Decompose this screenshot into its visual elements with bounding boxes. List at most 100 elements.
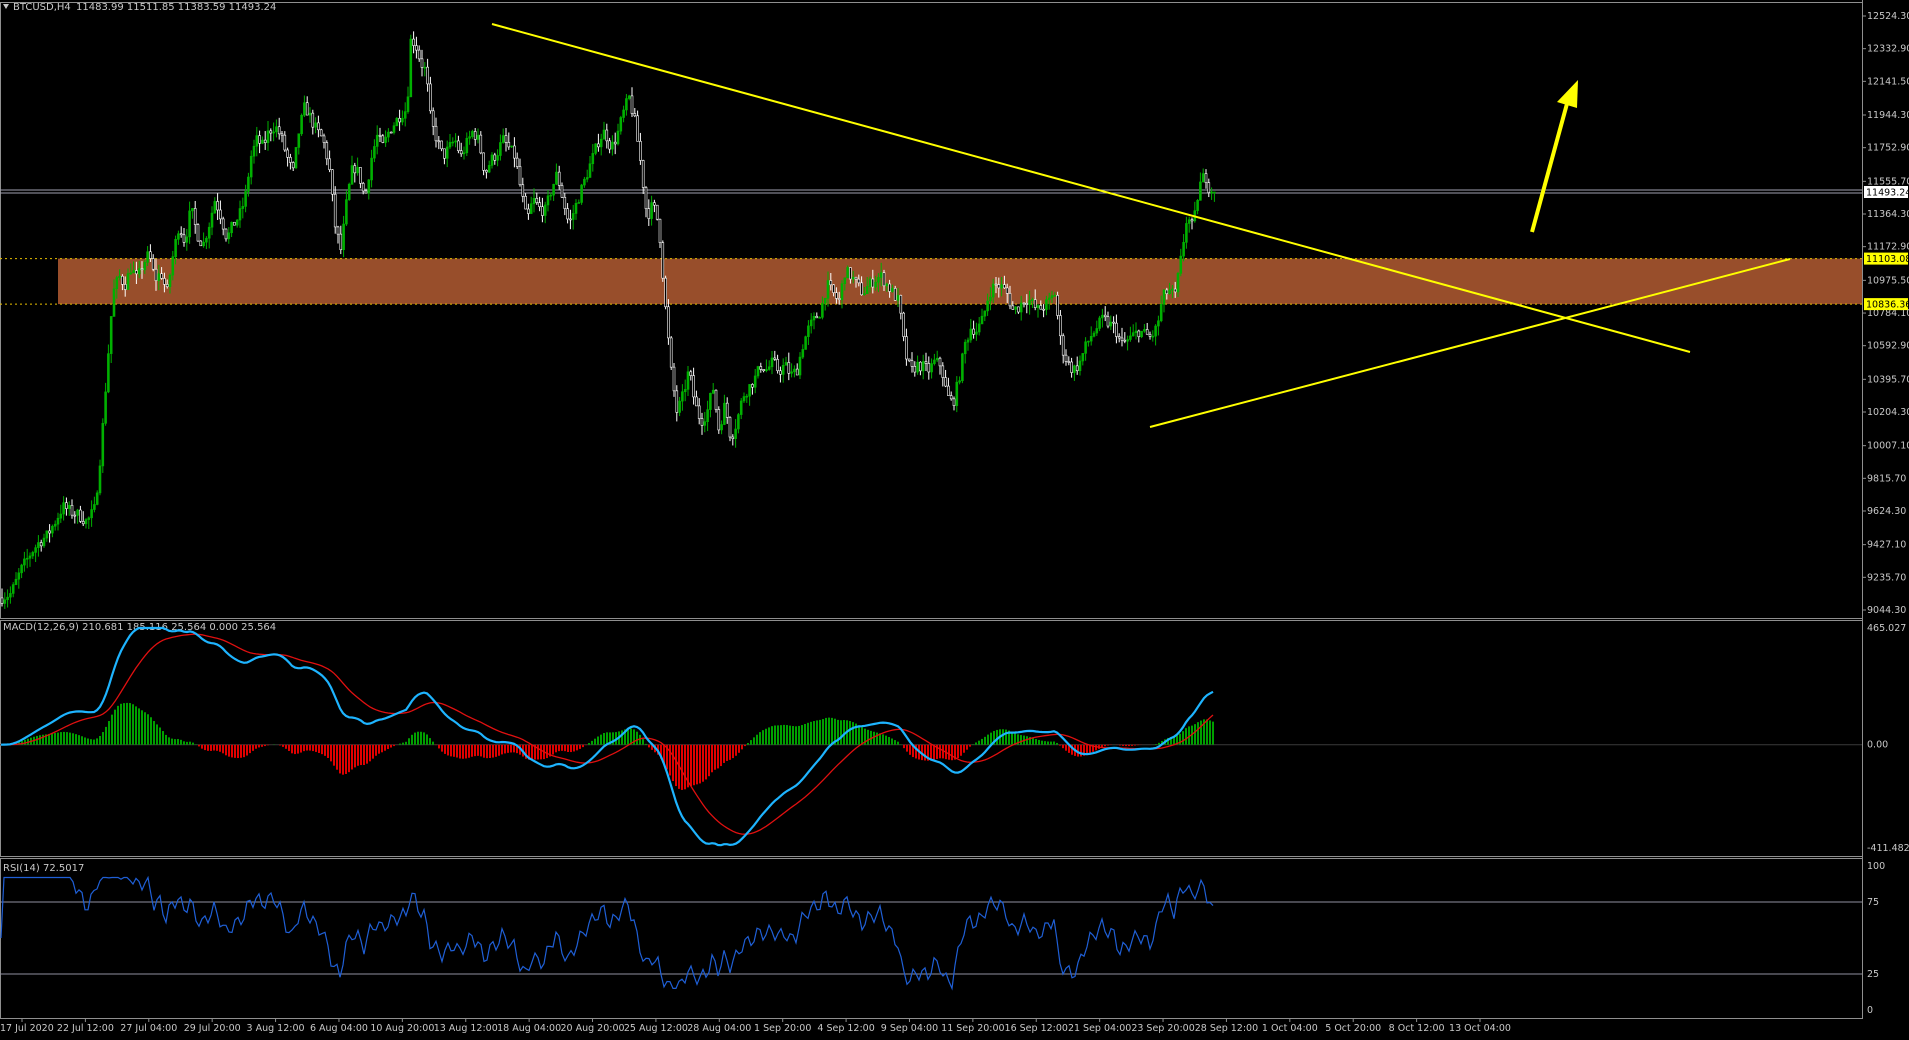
candle-body[interactable] (381, 135, 385, 143)
candle-body[interactable] (331, 169, 334, 195)
candle-body[interactable] (767, 366, 771, 370)
candle-body[interactable] (333, 193, 337, 228)
candle-body[interactable] (580, 184, 583, 203)
candle-body[interactable] (1204, 173, 1208, 183)
candle-body[interactable] (874, 281, 877, 288)
candle-body[interactable] (249, 155, 253, 178)
candle-body[interactable] (9, 593, 12, 598)
candle-body[interactable] (345, 199, 348, 225)
candle-body[interactable] (765, 369, 768, 372)
candle-body[interactable] (258, 135, 261, 144)
candle-body[interactable] (163, 278, 166, 285)
candle-body[interactable] (1173, 288, 1177, 293)
candle-body[interactable] (748, 384, 751, 397)
candle-body[interactable] (129, 272, 133, 275)
candle-body[interactable] (661, 242, 665, 279)
candle-body[interactable] (1120, 337, 1124, 341)
candle-body[interactable] (622, 109, 625, 118)
candle-body[interactable] (37, 542, 40, 548)
candle-body[interactable] (569, 218, 572, 221)
candle-body[interactable] (291, 162, 295, 169)
candle-body[interactable] (171, 256, 175, 276)
candle-body[interactable] (1210, 191, 1213, 194)
candle-body[interactable] (165, 284, 169, 287)
candle-body[interactable] (1056, 295, 1059, 316)
candle-body[interactable] (868, 278, 872, 287)
candle-body[interactable] (829, 280, 833, 286)
breakout-arrow-shaft[interactable] (1530, 99, 1570, 233)
candle-body[interactable] (146, 251, 149, 263)
candle-body[interactable] (605, 129, 609, 142)
candle-body[interactable] (373, 146, 376, 159)
candle-body[interactable] (471, 131, 474, 137)
candle-body[interactable] (23, 558, 26, 566)
candle-body[interactable] (25, 557, 29, 560)
candle-body[interactable] (409, 38, 413, 98)
candle-body[interactable] (174, 239, 177, 257)
candle-body[interactable] (185, 236, 189, 243)
candle-body[interactable] (182, 234, 186, 243)
candle-body[interactable] (6, 596, 9, 601)
candle-body[interactable] (336, 226, 340, 235)
candle-body[interactable] (1134, 330, 1138, 333)
candle-body[interactable] (384, 136, 387, 143)
candle-body[interactable] (692, 375, 695, 398)
candle-body[interactable] (1000, 284, 1003, 289)
candle-body[interactable] (1089, 336, 1093, 342)
candle-body[interactable] (437, 140, 441, 143)
candle-body[interactable] (496, 155, 499, 161)
candle-body[interactable] (714, 389, 718, 410)
candle-body[interactable] (681, 391, 684, 402)
candle-body[interactable] (619, 117, 623, 132)
candle-body[interactable] (1033, 299, 1037, 308)
candle-body[interactable] (3, 599, 7, 604)
candle-body[interactable] (1064, 354, 1068, 362)
candle-body[interactable] (493, 154, 497, 161)
candle-body[interactable] (857, 278, 861, 284)
candle-body[interactable] (955, 381, 959, 406)
candle-body[interactable] (378, 134, 382, 137)
candle-body[interactable] (846, 267, 849, 279)
candle-body[interactable] (538, 202, 541, 207)
candle-body[interactable] (149, 251, 152, 259)
candle-body[interactable] (1190, 219, 1194, 222)
candle-body[interactable] (482, 152, 485, 171)
candle-body[interactable] (415, 45, 418, 51)
candle-body[interactable] (199, 240, 203, 247)
candle-body[interactable] (781, 364, 785, 375)
candle-body[interactable] (961, 353, 964, 382)
candle-body[interactable] (935, 357, 939, 361)
candle-body[interactable] (387, 131, 390, 138)
candle-body[interactable] (776, 359, 779, 372)
candle-body[interactable] (233, 221, 236, 226)
candle-body[interactable] (560, 185, 564, 198)
candle-body[interactable] (1014, 306, 1017, 310)
candle-body[interactable] (328, 158, 331, 170)
candle-body[interactable] (672, 366, 676, 392)
candle-body[interactable] (555, 171, 558, 185)
candle-body[interactable] (616, 130, 620, 145)
candle-body[interactable] (179, 233, 183, 236)
candle-body[interactable] (84, 519, 88, 525)
candle-body[interactable] (361, 183, 365, 192)
candle-body[interactable] (59, 513, 63, 519)
candle-body[interactable] (465, 137, 469, 154)
candle-body[interactable] (34, 547, 37, 553)
candle-body[interactable] (426, 66, 429, 85)
candle-body[interactable] (269, 130, 273, 134)
candle-body[interactable] (216, 201, 219, 211)
candle-body[interactable] (840, 283, 844, 300)
candle-body[interactable] (342, 223, 345, 251)
candle-body[interactable] (837, 298, 841, 300)
candle-body[interactable] (140, 268, 144, 271)
candle-body[interactable] (597, 143, 600, 148)
candle-body[interactable] (1098, 317, 1101, 329)
candle-body[interactable] (963, 341, 967, 355)
candle-body[interactable] (1176, 273, 1180, 293)
candle-body[interactable] (879, 272, 883, 278)
candle-body[interactable] (280, 133, 284, 136)
candle-body[interactable] (1199, 181, 1202, 201)
candle-body[interactable] (1059, 315, 1062, 337)
candle-body[interactable] (81, 521, 85, 525)
candle-body[interactable] (944, 377, 947, 387)
